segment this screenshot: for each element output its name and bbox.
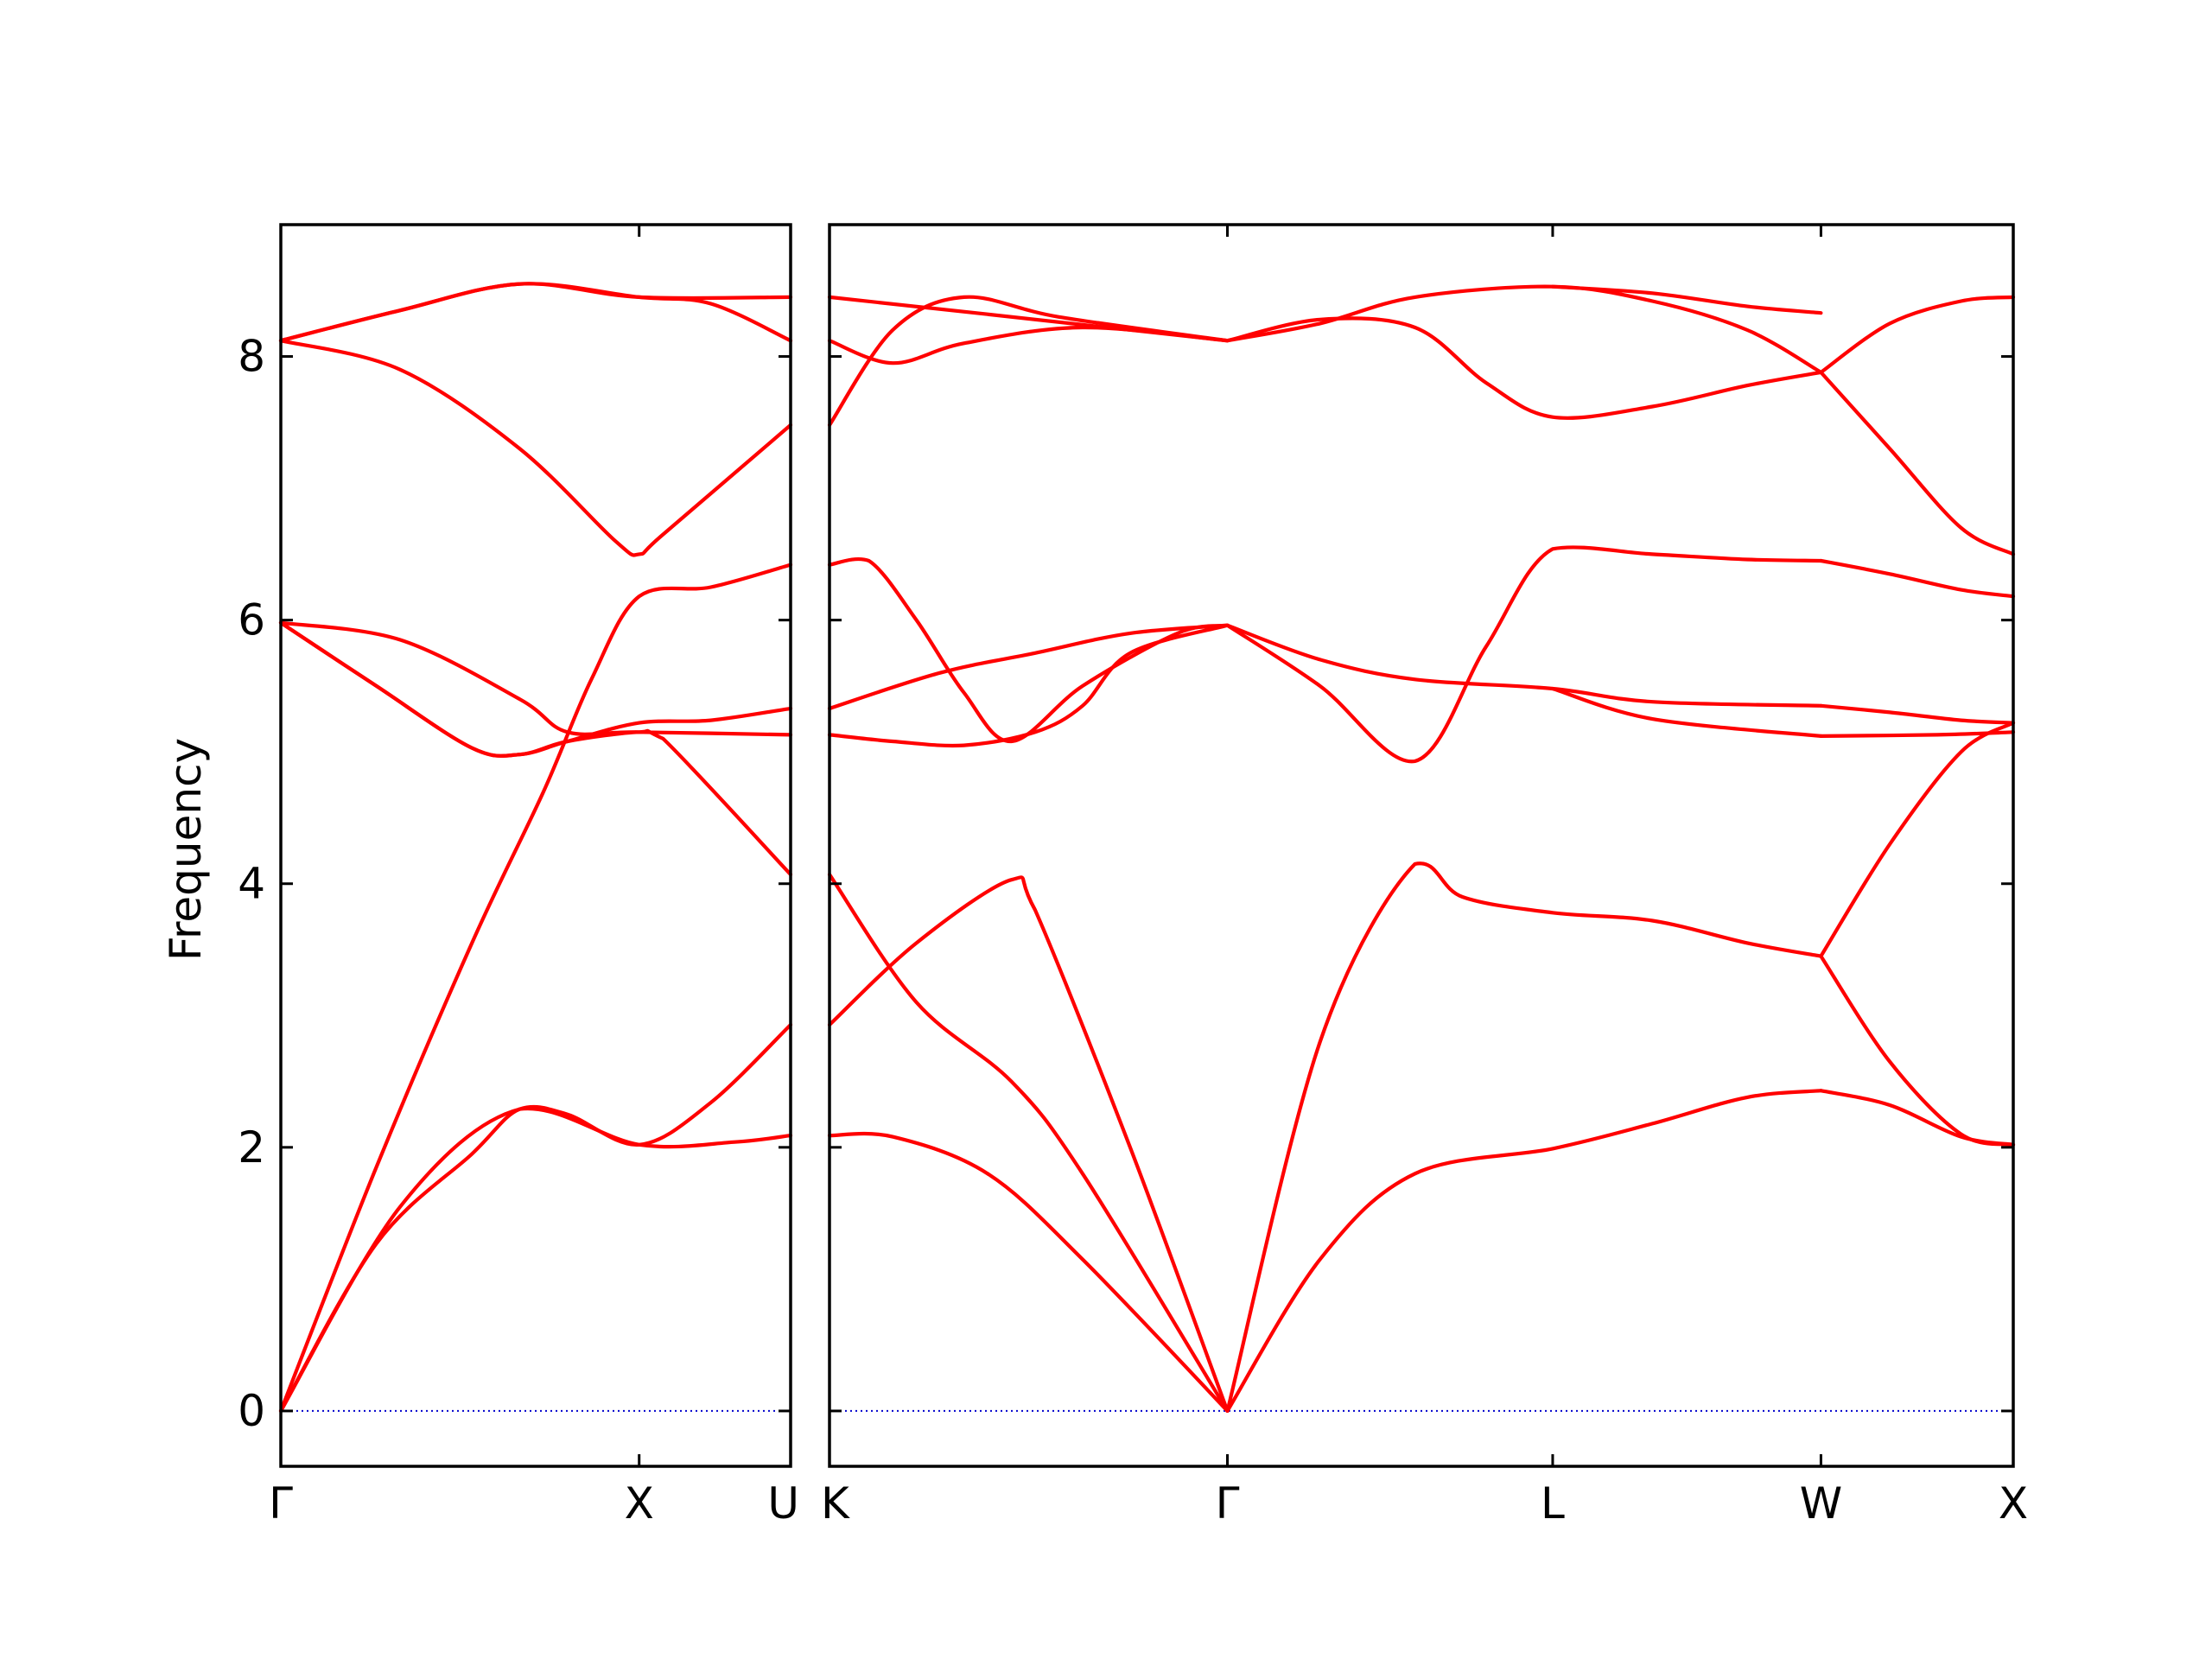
band-line-5 — [827, 556, 1230, 744]
band-line-25 — [1819, 295, 2016, 374]
y-tick-label: 4 — [238, 859, 265, 909]
chart-panels: 0 2 4 6 8 Γ X U K Γ L W X — [238, 223, 2028, 1529]
band-line-15 — [1225, 316, 1823, 420]
band-line-2 — [827, 875, 1230, 1413]
band-line-4 — [278, 620, 793, 737]
band-line-3 — [278, 563, 793, 1413]
band-line-22 — [1819, 730, 2016, 738]
band-line-8 — [278, 282, 793, 343]
band-line-24 — [1819, 370, 2016, 556]
band-line-2 — [278, 1022, 793, 1413]
band-line-9 — [278, 282, 793, 343]
band-line-1 — [278, 1106, 793, 1413]
band-line-7 — [827, 295, 1230, 427]
y-tick-label: 6 — [238, 595, 265, 645]
y-axis-label: Frequency — [161, 738, 211, 961]
band-line-6 — [827, 623, 1230, 710]
y-tick-label: 0 — [238, 1386, 265, 1436]
band-line-13 — [1225, 623, 1823, 708]
panel-left: 0 2 4 6 8 Γ X U — [238, 223, 799, 1529]
x-tick-label: U — [767, 1478, 799, 1529]
band-line-21 — [1819, 703, 2016, 725]
band-line-9 — [827, 295, 1230, 343]
x-tick-label: Γ — [1216, 1478, 1240, 1529]
x-tick-label: L — [1541, 1478, 1565, 1529]
x-tick-label: X — [1999, 1478, 2028, 1529]
band-line-11 — [1225, 1089, 1823, 1413]
band-line-20 — [1819, 1089, 2016, 1147]
band-line-5 — [278, 620, 793, 758]
plot-frame — [828, 223, 2015, 1468]
x-tick-label: X — [625, 1478, 654, 1529]
band-line-12 — [1225, 545, 1823, 764]
band-line-4 — [827, 623, 1230, 748]
band-line-3 — [827, 873, 1230, 1413]
band-line-17 — [1550, 284, 1823, 315]
band-line-19 — [1819, 721, 2016, 958]
x-tick-label: K — [821, 1478, 850, 1529]
band-line-14 — [1550, 686, 1823, 738]
y-tick-label: 8 — [238, 332, 265, 382]
band-line-6 — [278, 620, 793, 877]
x-tick-label: W — [1800, 1478, 1842, 1529]
plot-frame — [279, 223, 792, 1468]
band-line-16 — [1225, 284, 1823, 374]
x-tick-label: Γ — [269, 1478, 293, 1529]
band-line-7 — [278, 339, 793, 557]
band-line-1 — [827, 1131, 1230, 1413]
band-line-23 — [1819, 558, 2016, 599]
y-tick-label: 2 — [238, 1122, 265, 1173]
band-line-10 — [1225, 861, 1823, 1413]
